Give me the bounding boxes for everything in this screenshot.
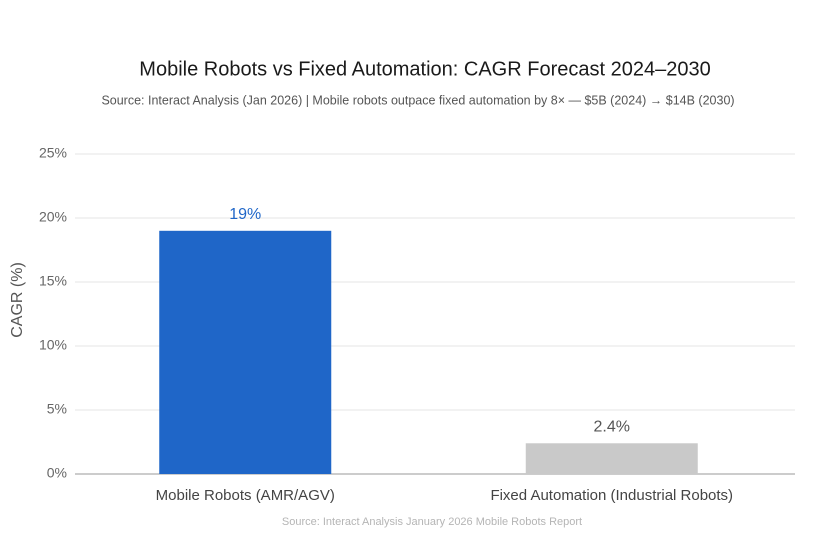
chart-subtitle: Source: Interact Analysis (Jan 2026) | M…: [101, 93, 734, 107]
bar: [525, 443, 698, 474]
value-label: 2.4%: [594, 418, 630, 435]
bar: [159, 230, 332, 474]
y-tick-label: 25%: [39, 145, 67, 161]
value-label: 19%: [229, 206, 261, 223]
x-tick-label: Fixed Automation (Industrial Robots): [490, 487, 733, 504]
chart-title: Mobile Robots vs Fixed Automation: CAGR …: [139, 58, 710, 80]
y-axis-label: CAGR (%): [9, 262, 26, 338]
y-tick-label: 10%: [39, 337, 67, 353]
y-tick-label: 20%: [39, 209, 67, 225]
y-tick-label: 5%: [47, 401, 67, 417]
y-tick-label: 0%: [47, 465, 67, 481]
footnote: Source: Interact Analysis January 2026 M…: [282, 516, 582, 528]
x-tick-label: Mobile Robots (AMR/AGV): [156, 487, 335, 504]
y-tick-label: 15%: [39, 273, 67, 289]
